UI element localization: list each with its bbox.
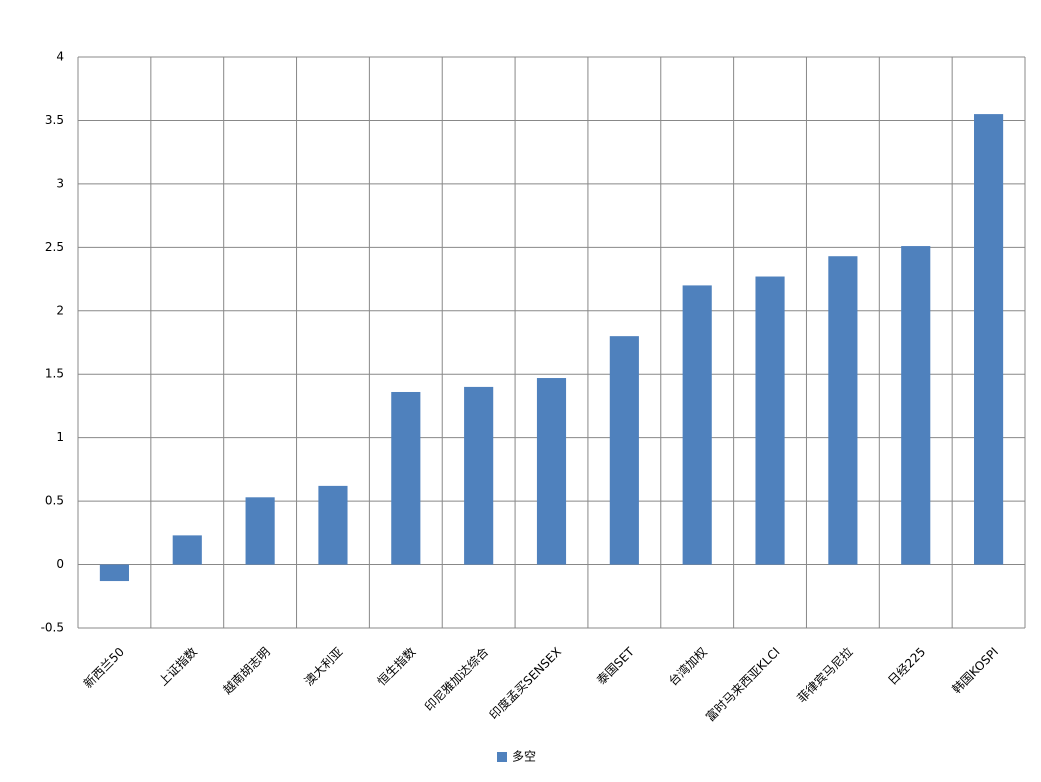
bar xyxy=(318,485,348,565)
y-tick-label: 1.5 xyxy=(45,367,64,381)
bar xyxy=(245,497,275,565)
bar xyxy=(536,378,567,565)
bar xyxy=(755,276,785,565)
legend-swatch xyxy=(497,752,507,762)
bar xyxy=(901,246,931,565)
bar xyxy=(682,285,712,565)
bar xyxy=(974,114,1004,565)
y-tick-label: 3.5 xyxy=(45,113,64,127)
bar xyxy=(172,535,202,565)
bar xyxy=(464,386,494,565)
legend-label: 多空 xyxy=(512,750,536,764)
y-tick-label: 0.5 xyxy=(45,494,64,508)
y-tick-label: 1 xyxy=(56,430,64,444)
bar xyxy=(99,564,129,582)
bar xyxy=(609,336,639,565)
bar xyxy=(828,256,858,565)
bar xyxy=(391,391,421,565)
y-tick-label: 2 xyxy=(56,303,64,317)
y-tick-label: 3 xyxy=(56,176,64,190)
y-tick-label: 4 xyxy=(56,50,64,64)
y-tick-label: -0.5 xyxy=(41,621,64,635)
y-tick-label: 0 xyxy=(56,557,64,571)
y-tick-label: 2.5 xyxy=(45,240,64,254)
